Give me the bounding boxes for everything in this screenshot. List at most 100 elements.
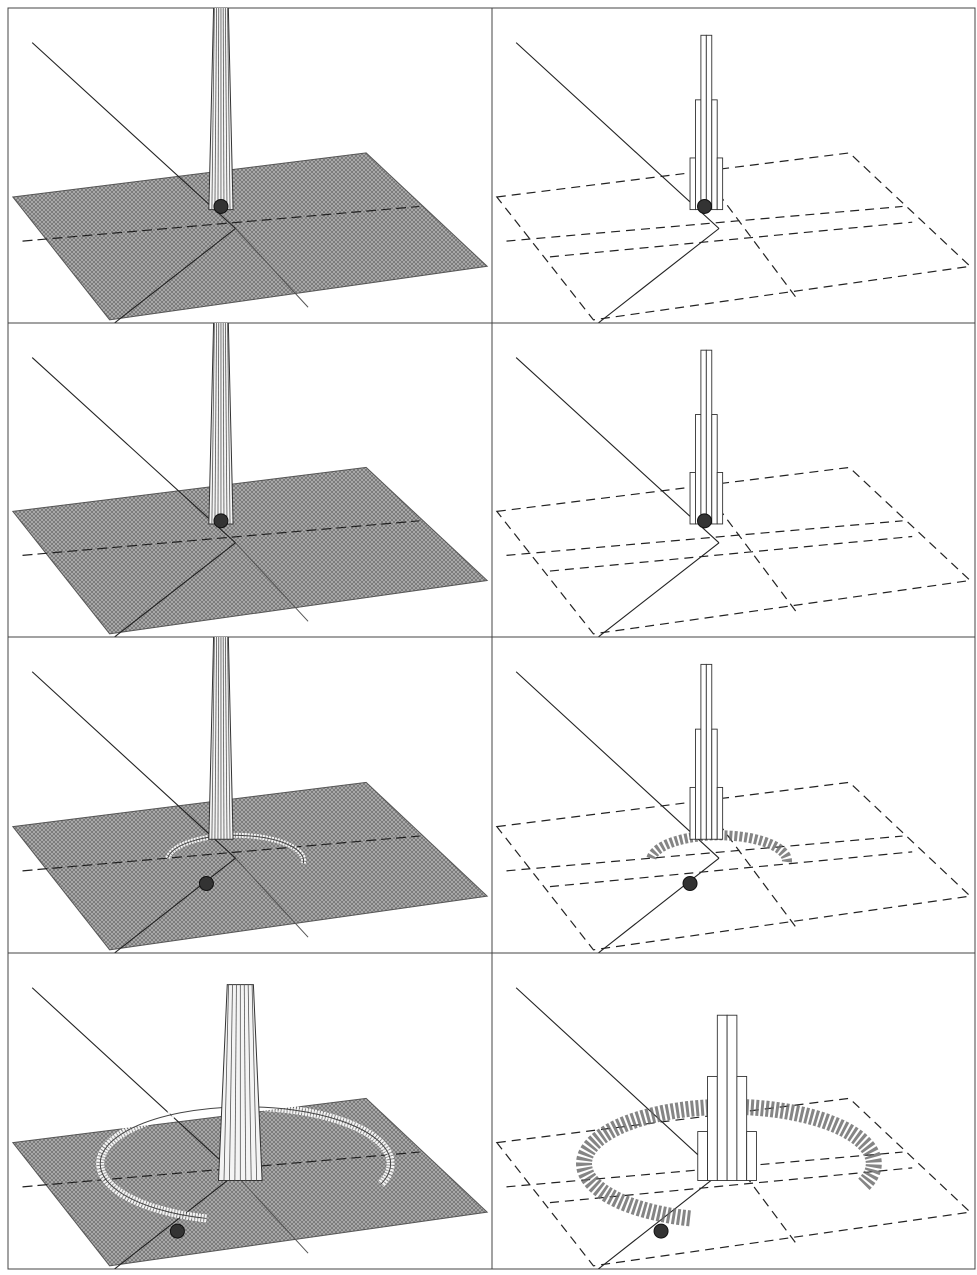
histogram-bar xyxy=(705,34,713,211)
panel-r4-surface xyxy=(7,952,493,1270)
panel-content xyxy=(495,987,972,1269)
probability-ring xyxy=(646,830,792,865)
peak-stripe xyxy=(211,8,215,210)
surface-crease xyxy=(235,228,309,308)
histogram-bar xyxy=(716,472,724,525)
panel-r2-surface xyxy=(7,322,493,638)
histogram-midline-2 xyxy=(549,851,913,888)
peak-stripe xyxy=(214,8,217,210)
panel-content xyxy=(495,34,972,323)
peak-stripe xyxy=(222,8,225,210)
peak-stripe xyxy=(223,984,229,1181)
histogram-crossline xyxy=(708,810,797,929)
lower-axis xyxy=(597,542,720,637)
histogram-bar xyxy=(689,786,696,840)
histogram-midline-2 xyxy=(549,221,913,258)
histogram-floor xyxy=(495,1097,972,1267)
lower-axis xyxy=(597,1173,720,1269)
peak-stripe xyxy=(222,323,225,524)
diagonal-axis xyxy=(31,671,236,859)
diagonal-axis xyxy=(515,671,720,859)
peak-stripe xyxy=(251,984,258,1181)
histogram-midline xyxy=(506,520,903,556)
peak-stripe xyxy=(227,637,231,840)
peak-stripe xyxy=(227,8,231,210)
particle-dot xyxy=(697,513,713,529)
histogram-bar xyxy=(695,99,702,211)
particle-dot xyxy=(682,875,698,891)
peak-stripe xyxy=(224,8,228,210)
surface-midline xyxy=(22,520,420,556)
histogram-bar xyxy=(700,34,707,211)
panel-content xyxy=(495,349,972,637)
histogram-bar xyxy=(736,1075,748,1181)
panel-content xyxy=(495,663,972,953)
panel-content xyxy=(11,984,489,1269)
panel-r3-histogram xyxy=(491,636,976,954)
histogram-bar xyxy=(700,349,707,525)
peak-stripe xyxy=(234,984,237,1181)
panel-r2-histogram xyxy=(491,322,976,638)
histogram-midline-2 xyxy=(549,535,913,572)
histogram-bar xyxy=(726,1014,738,1181)
peak-stripe xyxy=(224,323,228,524)
surface-midline xyxy=(22,205,420,242)
histogram-midline xyxy=(506,205,903,242)
panel-frame xyxy=(491,322,976,638)
lower-axis xyxy=(114,857,236,953)
histogram-bars xyxy=(689,663,724,840)
peak-stripe xyxy=(211,323,215,524)
panel-frame xyxy=(491,636,976,954)
panel-r4-histogram xyxy=(491,952,976,1270)
histogram-bar xyxy=(705,349,713,525)
panel-content xyxy=(11,637,489,953)
particle-dot xyxy=(697,198,713,214)
histogram-bar xyxy=(746,1131,757,1181)
histogram-bar xyxy=(705,663,713,840)
histogram-bar xyxy=(695,414,702,525)
diagonal-axis xyxy=(31,42,236,229)
diagonal-axis xyxy=(31,987,236,1175)
panel-content xyxy=(11,323,489,637)
histogram-crossline xyxy=(708,180,797,299)
panel-r1-histogram xyxy=(491,7,976,324)
surface-crease xyxy=(235,1173,309,1254)
peak-stripe xyxy=(243,984,247,1181)
histogram-bar xyxy=(689,472,696,525)
peak-stripe xyxy=(222,637,225,840)
surface-floor xyxy=(11,152,489,321)
panel-r1-surface xyxy=(7,7,493,324)
peak-spike xyxy=(208,637,234,840)
panel-content xyxy=(11,8,489,323)
peak-stripe xyxy=(214,323,217,524)
peak-stripe xyxy=(211,637,215,840)
peak-stripe xyxy=(217,8,220,210)
histogram-midline xyxy=(506,835,903,872)
surface-crease xyxy=(235,542,309,622)
peak-stripe xyxy=(224,637,228,840)
histogram-bar xyxy=(711,414,718,525)
peak-stripe xyxy=(229,984,233,1181)
surface-crease xyxy=(235,857,309,938)
histogram-crossline xyxy=(708,495,797,613)
peak-stripe xyxy=(217,637,220,840)
peak-spike xyxy=(208,8,234,211)
histogram-floor xyxy=(495,466,972,635)
particle-dot xyxy=(653,1223,669,1239)
peak-stripe xyxy=(214,637,217,840)
histogram-bar xyxy=(695,728,702,840)
surface-midline xyxy=(22,835,420,872)
particle-dot xyxy=(213,198,229,214)
histogram-bar xyxy=(697,1131,708,1181)
surface-floor xyxy=(11,781,489,951)
panel-r3-surface xyxy=(7,636,493,954)
diagonal-axis xyxy=(515,357,720,544)
lower-axis xyxy=(114,228,236,323)
histogram-bar xyxy=(716,1014,728,1181)
lower-axis xyxy=(114,1173,236,1269)
probability-ring xyxy=(576,1098,882,1227)
histogram-bar xyxy=(716,786,724,840)
particle-dot xyxy=(169,1223,185,1239)
histogram-bars xyxy=(697,1014,757,1181)
